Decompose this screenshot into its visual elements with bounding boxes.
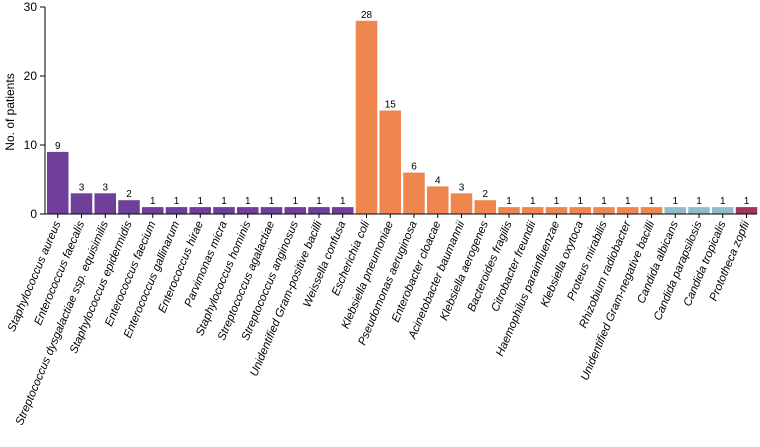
bar bbox=[427, 186, 449, 214]
bar bbox=[450, 193, 473, 214]
bar bbox=[593, 207, 615, 214]
bar-value-label: 4 bbox=[435, 175, 441, 186]
bar-value-label: 1 bbox=[577, 196, 583, 207]
bar bbox=[308, 207, 330, 214]
bar bbox=[355, 20, 378, 214]
bar-value-label: 9 bbox=[55, 141, 61, 152]
bar-value-label: 6 bbox=[411, 162, 417, 173]
bar-value-label: 1 bbox=[625, 196, 631, 207]
bar bbox=[260, 207, 283, 214]
bar-value-label: 3 bbox=[459, 182, 465, 193]
bar bbox=[522, 207, 544, 214]
bar bbox=[379, 110, 401, 214]
bar-value-label: 1 bbox=[672, 196, 678, 207]
bar bbox=[47, 151, 69, 214]
bar-value-label: 1 bbox=[316, 196, 322, 207]
bar-value-label: 1 bbox=[506, 196, 512, 207]
bar bbox=[617, 207, 639, 214]
bar bbox=[569, 207, 591, 214]
bar bbox=[688, 207, 710, 214]
bar-value-label: 28 bbox=[361, 10, 373, 21]
bar-value-label: 2 bbox=[126, 189, 132, 200]
bar bbox=[735, 207, 758, 214]
bar bbox=[474, 200, 496, 214]
bar bbox=[165, 207, 188, 214]
bar-value-label: 3 bbox=[102, 182, 108, 193]
bar-value-label: 1 bbox=[720, 196, 726, 207]
bar-value-label: 1 bbox=[530, 196, 536, 207]
bar bbox=[118, 200, 140, 214]
y-tick-label: 10 bbox=[24, 138, 38, 152]
y-tick-label: 20 bbox=[24, 69, 38, 83]
bar-value-label: 15 bbox=[385, 100, 397, 111]
y-axis-title: No. of patients bbox=[3, 73, 17, 150]
bar bbox=[712, 207, 734, 214]
bar bbox=[70, 193, 93, 214]
bar-value-label: 1 bbox=[150, 196, 156, 207]
bar bbox=[498, 207, 520, 214]
bar-value-label: 1 bbox=[649, 196, 655, 207]
bar bbox=[142, 207, 164, 214]
bar-value-label: 1 bbox=[269, 196, 275, 207]
bar bbox=[213, 207, 235, 214]
bar-value-label: 1 bbox=[245, 196, 251, 207]
y-tick-label: 30 bbox=[24, 0, 38, 14]
bar bbox=[332, 207, 354, 214]
bar bbox=[284, 207, 306, 214]
bar bbox=[664, 207, 686, 214]
bar-value-label: 1 bbox=[292, 196, 298, 207]
bar-value-label: 2 bbox=[482, 189, 488, 200]
bar-value-label: 1 bbox=[696, 196, 702, 207]
bar-value-label: 3 bbox=[79, 182, 85, 193]
bar bbox=[94, 193, 116, 214]
bar bbox=[545, 207, 568, 214]
bar-value-label: 1 bbox=[601, 196, 607, 207]
bar-value-label: 1 bbox=[340, 196, 346, 207]
bar-value-label: 1 bbox=[174, 196, 180, 207]
bar-value-label: 1 bbox=[221, 196, 227, 207]
bar bbox=[189, 207, 211, 214]
bar bbox=[640, 207, 663, 214]
bar-value-label: 1 bbox=[197, 196, 203, 207]
bar bbox=[403, 172, 425, 214]
bar-value-label: 1 bbox=[744, 196, 750, 207]
y-tick-label: 0 bbox=[30, 207, 37, 221]
bar bbox=[237, 207, 259, 214]
bar-value-label: 1 bbox=[554, 196, 560, 207]
